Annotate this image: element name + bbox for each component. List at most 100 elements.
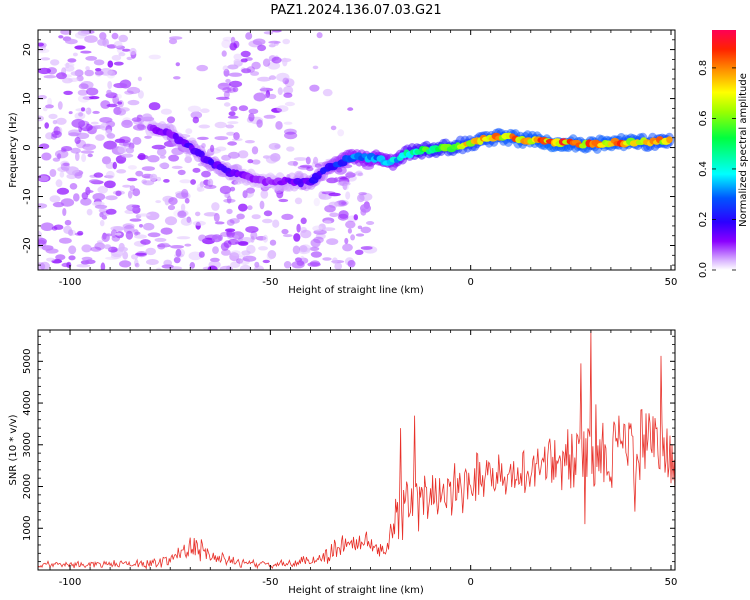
heatmap-noise-blob bbox=[55, 117, 67, 125]
heatmap-noise-blob bbox=[294, 197, 303, 205]
heatmap-noise-blob bbox=[101, 233, 110, 242]
heatmap-noise-blob bbox=[263, 210, 273, 217]
heatmap-noise-blob bbox=[135, 170, 144, 177]
spectrogram-ytick-label: 10 bbox=[22, 92, 33, 105]
heatmap-noise-blob bbox=[137, 153, 146, 161]
heatmap-noise-blob bbox=[330, 125, 337, 131]
heatmap-noise-blob bbox=[188, 251, 203, 261]
heatmap-noise-blob bbox=[106, 103, 118, 108]
heatmap-noise-blob bbox=[90, 121, 99, 125]
snr-xtick-label: 50 bbox=[665, 577, 678, 588]
heatmap-noise-blob bbox=[126, 204, 139, 212]
heatmap-noise-blob bbox=[56, 72, 67, 80]
heatmap-noise-blob bbox=[134, 258, 139, 267]
heatmap-noise-blob bbox=[334, 262, 343, 270]
heatmap-noise-blob bbox=[57, 101, 63, 110]
heatmap-noise-blob bbox=[49, 169, 57, 177]
heatmap-cells bbox=[38, 30, 675, 270]
figure-title: PAZ1.2024.136.07.03.G21 bbox=[270, 3, 441, 18]
heatmap-noise-blob bbox=[318, 193, 332, 200]
heatmap-noise-blob bbox=[223, 90, 230, 99]
heatmap-noise-blob bbox=[250, 71, 260, 76]
heatmap-noise-blob bbox=[241, 68, 252, 74]
heatmap-noise-blob bbox=[226, 208, 233, 215]
heatmap-noise-blob bbox=[63, 162, 70, 167]
heatmap-noise-blob bbox=[134, 234, 147, 239]
heatmap-noise-blob bbox=[322, 227, 336, 232]
heatmap-noise-blob bbox=[82, 96, 94, 100]
heatmap-noise-blob bbox=[281, 213, 294, 220]
heatmap-noise-blob bbox=[309, 260, 321, 267]
heatmap-noise-blob bbox=[137, 122, 145, 130]
heatmap-noise-blob bbox=[223, 102, 231, 107]
heatmap-noise-blob bbox=[229, 252, 240, 262]
heatmap-noise-blob bbox=[76, 132, 90, 139]
heatmap-noise-blob bbox=[345, 191, 351, 200]
heatmap-noise-blob bbox=[203, 184, 217, 189]
heatmap-noise-blob bbox=[173, 76, 181, 80]
heatmap-noise-blob bbox=[284, 101, 295, 107]
heatmap-noise-blob bbox=[253, 92, 266, 102]
heatmap-noise-blob bbox=[360, 246, 373, 250]
heatmap-noise-blob bbox=[347, 228, 352, 234]
heatmap-noise-blob bbox=[60, 148, 67, 153]
spectrogram-ytick-label: 20 bbox=[22, 43, 33, 56]
heatmap-noise-blob bbox=[173, 256, 181, 264]
heatmap-noise-blob bbox=[60, 30, 72, 35]
heatmap-noise-blob bbox=[73, 193, 80, 202]
heatmap-noise-blob bbox=[76, 263, 90, 268]
heatmap-noise-blob bbox=[221, 249, 231, 256]
spectrogram-xtick-label: 50 bbox=[665, 277, 678, 288]
heatmap-noise-blob bbox=[75, 152, 80, 162]
heatmap-noise-blob bbox=[74, 172, 83, 179]
heatmap-noise-blob bbox=[284, 78, 295, 87]
heatmap-noise-blob bbox=[105, 170, 115, 180]
heatmap-noise-blob bbox=[284, 128, 297, 135]
heatmap-noise-blob bbox=[187, 105, 201, 113]
heatmap-noise-blob bbox=[272, 219, 280, 228]
heatmap-noise-blob bbox=[127, 177, 138, 182]
heatmap-noise-blob bbox=[159, 162, 170, 169]
spectrogram-ylabel: Frequency (Hz) bbox=[8, 112, 19, 188]
heatmap-noise-blob bbox=[214, 136, 229, 141]
heatmap-noise-blob bbox=[141, 166, 155, 172]
heatmap-noise-blob bbox=[326, 238, 339, 246]
heatmap-noise-blob bbox=[77, 94, 90, 103]
heatmap-noise-blob bbox=[51, 226, 58, 231]
heatmap-noise-blob bbox=[81, 244, 92, 253]
heatmap-noise-blob bbox=[164, 216, 178, 226]
heatmap-noise-blob bbox=[196, 64, 208, 72]
heatmap-noise-blob bbox=[231, 138, 243, 142]
heatmap-noise-blob bbox=[97, 38, 107, 46]
heatmap-noise-blob bbox=[81, 153, 87, 163]
colorbar-tick-label: 0.4 bbox=[698, 161, 709, 177]
heatmap-noise-blob bbox=[105, 208, 117, 215]
heatmap-noise-blob bbox=[248, 108, 259, 115]
heatmap-noise-blob bbox=[254, 265, 264, 270]
heatmap-noise-blob bbox=[38, 175, 49, 182]
heatmap-noise-blob bbox=[271, 56, 282, 64]
colorbar-tick-label: 0.0 bbox=[698, 262, 709, 278]
heatmap-noise-blob bbox=[262, 155, 271, 159]
heatmap-noise-blob bbox=[97, 186, 108, 194]
heatmap-noise-blob bbox=[210, 257, 220, 263]
heatmap-noise-blob bbox=[123, 224, 135, 234]
heatmap-noise-blob bbox=[196, 186, 205, 192]
colorbar-gradient bbox=[712, 30, 736, 270]
heatmap-noise-blob bbox=[221, 39, 231, 49]
heatmap-noise-blob bbox=[293, 161, 298, 167]
heatmap-noise-blob bbox=[56, 187, 69, 195]
heatmap-noise-blob bbox=[111, 32, 119, 40]
heatmap-noise-blob bbox=[71, 118, 86, 128]
snr-xtick-label: 0 bbox=[467, 577, 473, 588]
heatmap-noise-blob bbox=[257, 44, 267, 52]
heatmap-noise-blob bbox=[84, 69, 94, 77]
heatmap-noise-blob bbox=[180, 203, 186, 212]
heatmap-noise-blob bbox=[201, 170, 211, 178]
heatmap-noise-blob bbox=[222, 86, 236, 94]
heatmap-noise-blob bbox=[80, 150, 95, 154]
heatmap-noise-blob bbox=[147, 155, 160, 163]
heatmap-noise-blob bbox=[227, 115, 239, 119]
heatmap-noise-blob bbox=[80, 50, 92, 54]
